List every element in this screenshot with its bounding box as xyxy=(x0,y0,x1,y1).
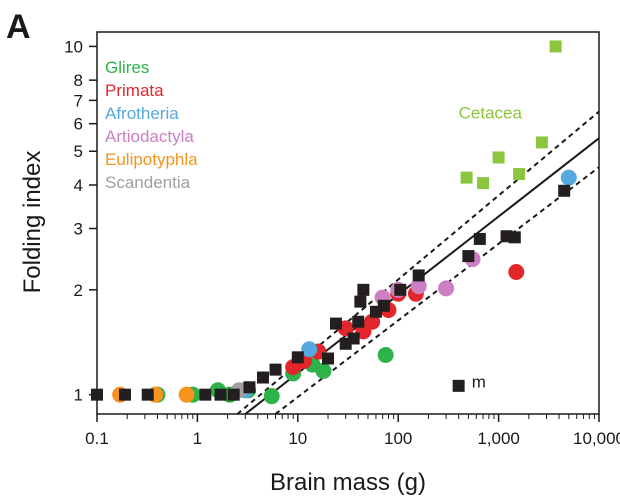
point-other xyxy=(322,352,335,365)
x-tick-label: 10,000 xyxy=(573,429,620,448)
point-other xyxy=(377,299,390,312)
data-points xyxy=(91,40,577,405)
point-other xyxy=(462,250,475,263)
point-other xyxy=(508,231,521,244)
point-other xyxy=(352,315,365,328)
point-cetacea xyxy=(477,177,490,190)
legend-entry: Eulipotyphla xyxy=(105,150,198,169)
legend-entry: Primata xyxy=(105,81,164,100)
point-other xyxy=(199,388,212,401)
confidence-line xyxy=(236,110,599,414)
y-tick-label: 10 xyxy=(64,37,83,56)
annotation-label: m xyxy=(472,372,486,391)
point-other xyxy=(256,371,269,384)
point-other xyxy=(357,283,370,296)
y-tick-label: 6 xyxy=(74,115,83,134)
y-tick-label: 3 xyxy=(74,220,83,239)
point-other xyxy=(394,283,407,296)
point-glires xyxy=(377,346,394,363)
y-tick-label: 4 xyxy=(74,176,83,195)
x-tick-label: 10 xyxy=(288,429,307,448)
x-tick-label: 1 xyxy=(193,429,202,448)
point-artiodactyla xyxy=(410,278,427,295)
legend-entry: Afrotheria xyxy=(105,104,179,123)
point-other xyxy=(227,388,240,401)
panel-label: A xyxy=(6,8,31,46)
point-glires xyxy=(263,388,280,405)
point-other xyxy=(91,388,103,401)
y-tick-label: 7 xyxy=(74,91,83,110)
point-other xyxy=(558,184,571,197)
annotation-label: Cetacea xyxy=(459,104,523,123)
point-other xyxy=(291,351,304,364)
point-other xyxy=(473,232,486,245)
legend-entry: Artiodactyla xyxy=(105,127,194,146)
point-other xyxy=(412,269,425,282)
y-tick-label: 8 xyxy=(74,71,83,90)
point-other xyxy=(347,332,360,345)
plot-frame xyxy=(96,31,600,415)
y-axis-title: Folding index xyxy=(19,151,46,294)
point-other xyxy=(452,379,465,392)
point-other xyxy=(118,388,131,401)
point-other xyxy=(141,388,154,401)
axis-ticks: 0.1 1 10 100 1,000 10,000 1 2 3 4 5 6 78 10 xyxy=(64,37,620,448)
y-tick-label: 2 xyxy=(74,281,83,300)
legend-entry: Scandentia xyxy=(105,173,191,192)
point-afrotheria xyxy=(301,341,318,358)
point-other xyxy=(354,295,367,308)
point-cetacea xyxy=(513,168,526,181)
annotations: Cetacea m xyxy=(459,104,523,392)
x-tick-label: 0.1 xyxy=(85,429,109,448)
point-cetacea xyxy=(492,151,505,164)
point-cetacea xyxy=(460,171,473,184)
point-other xyxy=(243,381,256,394)
point-other xyxy=(269,363,282,376)
point-afrotheria xyxy=(560,169,577,186)
point-eulipotyphla xyxy=(178,386,195,403)
x-tick-label: 1,000 xyxy=(477,429,520,448)
y-tick-label: 1 xyxy=(74,386,83,405)
point-primata xyxy=(508,264,525,281)
point-other xyxy=(214,388,227,401)
x-axis-title: Brain mass (g) xyxy=(270,469,426,496)
point-other xyxy=(329,317,342,330)
y-tick-label: 5 xyxy=(74,142,83,161)
point-artiodactyla xyxy=(438,280,455,297)
point-cetacea xyxy=(535,136,548,149)
x-tick-label: 100 xyxy=(384,429,412,448)
legend: Glires Primata Afrotheria Artiodactyla Eulip… xyxy=(105,58,198,192)
point-cetacea xyxy=(549,40,562,53)
legend-entry: Glires xyxy=(105,58,149,77)
